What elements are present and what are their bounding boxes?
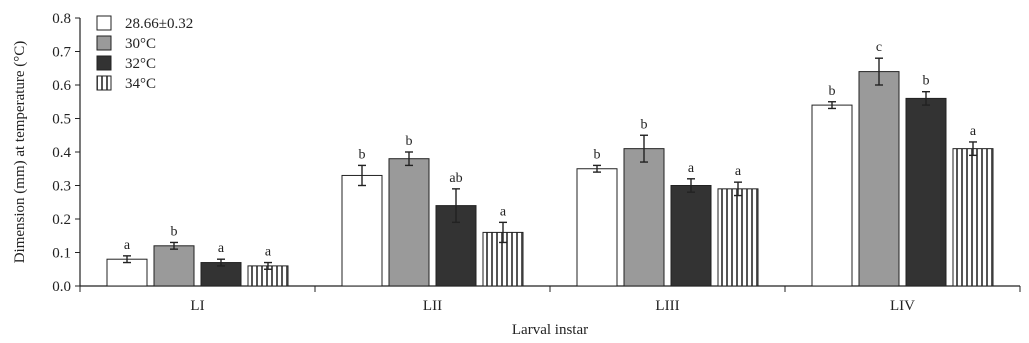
bar	[106, 258, 148, 287]
legend-entry: 34°C	[125, 76, 156, 92]
bar	[388, 158, 430, 287]
significance-label: a	[688, 161, 695, 176]
bar	[905, 97, 947, 287]
x-tick-label: LII	[423, 298, 442, 314]
bar	[341, 174, 383, 287]
legend-entry: 28.66±0.32	[125, 16, 193, 32]
x-tick-label: LIV	[890, 298, 915, 314]
x-tick-label: LIII	[655, 298, 679, 314]
x-axis-label: Larval instar	[512, 322, 588, 338]
bar	[482, 231, 524, 287]
y-tick-label: 0.3	[52, 179, 71, 195]
y-tick-label: 0.1	[52, 246, 71, 262]
x-tick-label: LI	[190, 298, 204, 314]
significance-label: c	[876, 40, 882, 55]
significance-label: a	[970, 124, 977, 139]
bar	[153, 245, 195, 287]
legend-swatch	[96, 35, 112, 51]
y-tick-label: 0.5	[52, 112, 71, 128]
significance-label: a	[500, 204, 507, 219]
y-tick-label: 0.0	[52, 279, 71, 295]
y-axis-label: Dimension (mm) at temperature (°C)	[12, 41, 28, 264]
significance-label: a	[218, 241, 225, 256]
y-tick-label: 0.8	[52, 11, 71, 27]
bar	[576, 168, 618, 287]
legend-entry: 32°C	[125, 56, 156, 72]
legend-swatch	[96, 55, 112, 71]
y-tick-label: 0.6	[52, 78, 71, 94]
significance-label: a	[265, 245, 272, 260]
bar	[952, 148, 994, 287]
legend-entry: 30°C	[125, 36, 156, 52]
legend-swatch	[96, 15, 112, 31]
significance-label: b	[829, 84, 836, 99]
significance-label: ab	[449, 171, 462, 186]
legend: 28.66±0.32 30°C 32°C 34°C	[96, 15, 193, 92]
bar	[858, 71, 900, 287]
legend-swatch	[96, 75, 112, 91]
significance-label: b	[406, 134, 413, 149]
significance-label: b	[923, 74, 930, 89]
bar	[623, 148, 665, 287]
bar	[811, 104, 853, 287]
y-tick-label: 0.2	[52, 212, 71, 228]
significance-label: b	[594, 147, 601, 162]
significance-label: b	[171, 224, 178, 239]
y-tick-label: 0.4	[52, 145, 71, 161]
significance-label: a	[124, 238, 131, 253]
y-tick-label: 0.7	[52, 45, 71, 61]
significance-label: a	[735, 164, 742, 179]
significance-label: b	[641, 117, 648, 132]
significance-label: b	[359, 147, 366, 162]
bar	[670, 185, 712, 287]
bar	[717, 188, 759, 287]
